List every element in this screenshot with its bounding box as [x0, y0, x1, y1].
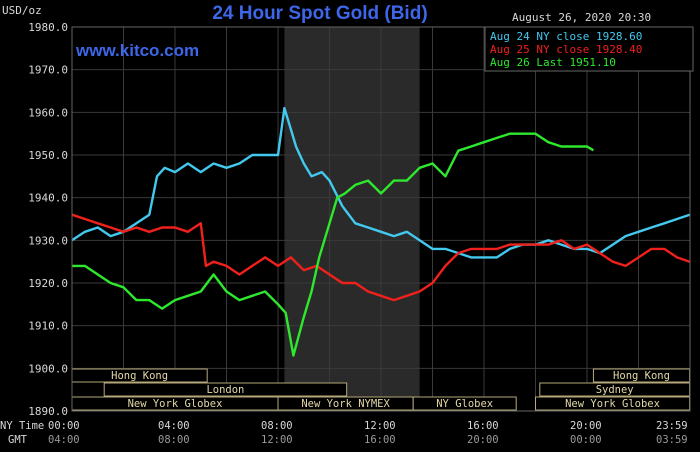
y-tick-label: 1900.0 — [28, 362, 68, 375]
session-bar: New York NYMEX — [277, 396, 414, 411]
session-bar: New York Globex — [535, 396, 691, 411]
session-bar: New York Globex — [71, 396, 279, 411]
gmt-time-ticks: 04:00 08:00 12:00 16:00 20:00 00:00 03:59 — [48, 434, 688, 446]
legend-item-aug26: Aug 26 Last 1951.10 — [490, 56, 616, 69]
session-bar: London — [103, 382, 348, 397]
series-line-2 — [72, 132, 595, 357]
y-tick-label: 1970.0 — [28, 64, 68, 77]
gmt-time-tick: 03:59 — [656, 434, 688, 446]
gmt-time-tick: 16:00 — [364, 434, 396, 446]
session-bar: NY Globex — [412, 396, 517, 411]
timestamp: August 26, 2020 20:30 — [512, 11, 651, 24]
legend-item-aug24: Aug 24 NY close 1928.60 — [490, 30, 642, 43]
session-label: Hong Kong — [111, 370, 168, 382]
plot-frame — [71, 26, 691, 412]
kitco-watermark: www.kitco.com — [75, 41, 199, 60]
y-tick-label: 1980.0 — [28, 21, 68, 34]
session-label: New York Globex — [565, 398, 660, 410]
chart-title: 24 Hour Spot Gold (Bid) — [212, 3, 427, 24]
legend: Aug 24 NY close 1928.60 Aug 25 NY close … — [484, 26, 694, 72]
session-bar: Sydney — [539, 382, 691, 397]
chart-grid — [72, 26, 690, 412]
ny-time-tick: 00:00 — [48, 420, 80, 432]
session-label: New York NYMEX — [301, 398, 390, 410]
ny-time-tick: 12:00 — [364, 420, 396, 432]
session-bar: Hong Kong — [592, 368, 691, 383]
ny-time-tick: 20:00 — [570, 420, 602, 432]
y-tick-label: 1910.0 — [28, 320, 68, 333]
session-label: London — [206, 384, 244, 396]
ny-time-label: NY Time — [0, 420, 44, 432]
unit-label: USD/oz — [2, 4, 42, 17]
series-line-1 — [71, 213, 691, 302]
gmt-label: GMT — [8, 434, 28, 446]
y-tick-label: 1920.0 — [28, 277, 68, 290]
time-axis: NY Time GMT 00:00 04:00 08:00 12:00 16:00 20:… — [0, 420, 688, 446]
legend-item-aug25: Aug 25 NY close 1928.40 — [490, 43, 642, 56]
price-series — [71, 106, 691, 357]
session-bar: Hong Kong — [71, 368, 208, 383]
y-tick-label: 1890.0 — [28, 405, 68, 418]
session-label: Sydney — [596, 384, 634, 396]
ny-time-ticks: 00:00 04:00 08:00 12:00 16:00 20:00 23:59 — [48, 420, 688, 432]
gmt-time-tick: 08:00 — [158, 434, 190, 446]
session-label: New York Globex — [128, 398, 223, 410]
ny-time-tick: 04:00 — [158, 420, 190, 432]
y-tick-label: 1950.0 — [28, 149, 68, 162]
ny-time-tick: 08:00 — [261, 420, 293, 432]
y-axis-ticks: 1890.0 1900.0 1910.0 1920.0 1930.0 1940.0 1950… — [28, 21, 68, 418]
session-label: Hong Kong — [613, 370, 670, 382]
gmt-time-tick: 04:00 — [48, 434, 80, 446]
gmt-time-tick: 20:00 — [467, 434, 499, 446]
gmt-time-tick: 12:00 — [261, 434, 293, 446]
y-tick-label: 1930.0 — [28, 234, 68, 247]
y-tick-label: 1940.0 — [28, 192, 68, 205]
trading-session-bars: Hong Kong Hong Kong London Sydney New York G… — [71, 368, 691, 411]
series-line-0 — [71, 106, 691, 259]
ny-time-tick: 23:59 — [656, 420, 688, 432]
session-label: NY Globex — [436, 398, 493, 410]
y-tick-label: 1960.0 — [28, 106, 68, 119]
gmt-time-tick: 00:00 — [570, 434, 602, 446]
ny-time-tick: 16:00 — [467, 420, 499, 432]
